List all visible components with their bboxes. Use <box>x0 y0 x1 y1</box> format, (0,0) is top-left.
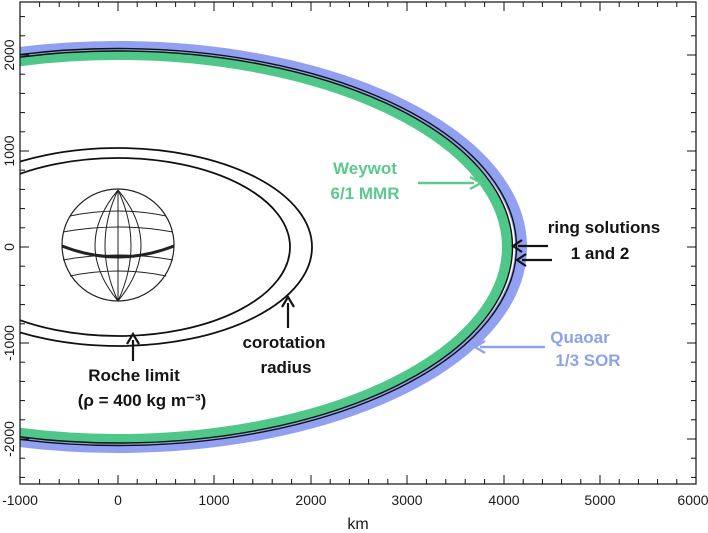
corotation-label-line1: corotation <box>242 333 325 352</box>
axis-ticks <box>19 2 697 484</box>
weywot-annotation: Weywot 6/1 MMR <box>331 159 484 203</box>
ring-solution-2 <box>20 47 518 447</box>
y-tick-label: -1000 <box>1 325 17 361</box>
x-tick-label: 0 <box>114 492 122 508</box>
roche-label-line2: (ρ = 400 kg m⁻³) <box>78 391 207 410</box>
plot-content <box>20 41 527 453</box>
corotation-radius-orbit <box>20 157 291 337</box>
weywot-label-line2: 6/1 MMR <box>331 184 400 203</box>
quaoar-arrowhead <box>472 339 486 355</box>
y-tick-label: 1000 <box>1 135 17 166</box>
y-tick-label: -2000 <box>1 421 17 457</box>
roche-annotation: Roche limit (ρ = 400 kg m⁻³) <box>78 331 207 410</box>
ring-label-line2: 1 and 2 <box>571 244 630 263</box>
ring-label-line1: ring solutions <box>548 218 660 237</box>
x-tick-label: 4000 <box>488 492 519 508</box>
y-tick-label: 0 <box>1 243 17 251</box>
ring-solutions-annotation: ring solutions 1 and 2 <box>511 218 660 267</box>
corotation-label-line2: radius <box>260 358 311 377</box>
quaoar-globe <box>61 188 175 302</box>
x-tick-label: -1000 <box>2 492 38 508</box>
weywot-mmr-band <box>20 50 512 444</box>
x-tick-label: 2000 <box>295 492 326 508</box>
quaoar-label-line1: Quaoar <box>550 328 610 347</box>
corotation-annotation: corotation radius <box>242 294 326 377</box>
weywot-label-line1: Weywot <box>333 159 397 178</box>
ring-arrowhead-1 <box>511 239 523 253</box>
x-tick-label: 6000 <box>677 492 708 508</box>
quaoar-label-line2: 1/3 SOR <box>555 351 620 370</box>
quaoar-annotation: Quaoar 1/3 SOR <box>472 328 621 370</box>
x-tick-label: 3000 <box>391 492 422 508</box>
weywot-arrowhead <box>469 175 484 191</box>
ring-solution-1 <box>20 50 514 444</box>
plot-frame <box>19 1 697 485</box>
ring-arrowhead-2 <box>515 253 527 267</box>
x-tick-label: 1000 <box>198 492 229 508</box>
corotation-arrowhead <box>281 294 295 308</box>
roche-label-line1: Roche limit <box>88 366 180 385</box>
roche-limit-orbit <box>20 147 313 347</box>
y-tick-label: 2000 <box>1 39 17 70</box>
roche-arrowhead <box>126 331 140 345</box>
x-axis-title: km <box>347 516 368 533</box>
x-tick-label: 5000 <box>584 492 615 508</box>
